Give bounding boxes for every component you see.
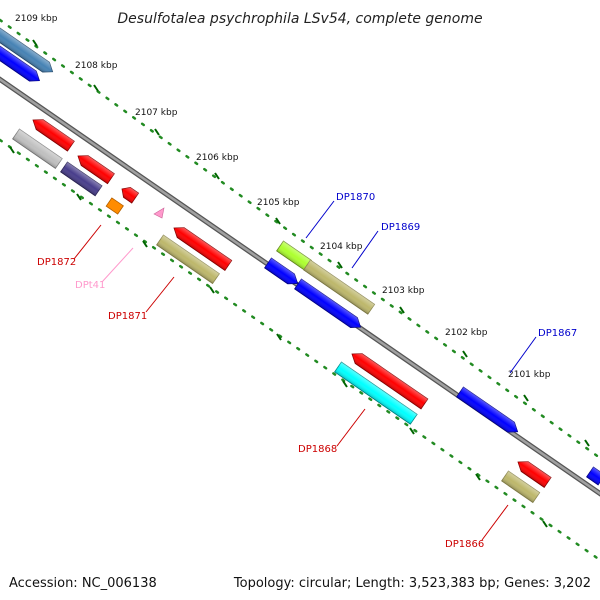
gene-arrow[interactable] (75, 151, 115, 185)
gene-arrow[interactable] (294, 278, 364, 332)
tick-label: 2106 kbp (196, 153, 239, 163)
outer-scale-ruler: 2109 kbp 2108 kbp 2107 kbp 2106 kbp 2105… (0, 14, 600, 460)
tick-mark (409, 427, 415, 435)
tick-label: 2105 kbp (257, 198, 300, 208)
gene-label-dpt41[interactable]: DPt41 (75, 280, 105, 291)
gene-label-dp1868[interactable]: DP1868 (298, 444, 337, 455)
tick-label: 2108 kbp (75, 61, 118, 71)
label-leaders (73, 200, 537, 541)
tick-mark (523, 394, 529, 402)
leader-line (351, 230, 379, 269)
tick-label: 2109 kbp (15, 14, 58, 24)
gene-arrow[interactable] (0, 26, 56, 77)
inner-scale-ruler (0, 138, 600, 562)
gene-arrow[interactable] (586, 466, 600, 486)
outer-dotted-track (0, 18, 600, 460)
genes-upper-strand (0, 26, 600, 486)
gene-arrow[interactable] (334, 361, 418, 425)
leader-line (481, 504, 509, 541)
gene-arrow[interactable] (119, 184, 140, 204)
leader-line (73, 224, 102, 260)
gene-arrow[interactable] (501, 470, 541, 504)
gene-label-dp1866[interactable]: DP1866 (445, 539, 484, 550)
gene-arrow[interactable] (456, 386, 521, 437)
tick-mark (142, 240, 148, 248)
tick-mark (214, 172, 220, 180)
tick-mark (9, 146, 15, 154)
leader-line (305, 200, 335, 239)
tick-label: 2102 kbp (445, 328, 488, 338)
gene-arrow[interactable] (12, 128, 63, 170)
tick-label: 2104 kbp (320, 242, 363, 252)
genes-lower-strand (12, 115, 552, 504)
tick-mark (275, 217, 281, 225)
inner-dotted-track (0, 138, 600, 562)
gene-labels: DP1870 DP1869 DP1867 DP1872 DPt41 DP1871… (37, 192, 577, 550)
tick-label: 2101 kbp (508, 370, 551, 380)
gene-label-dp1869[interactable]: DP1869 (381, 222, 420, 233)
tick-mark (276, 333, 282, 341)
gene-label-dp1867[interactable]: DP1867 (538, 328, 577, 339)
gene-arrow[interactable] (105, 197, 124, 215)
gene-arrow[interactable] (30, 115, 75, 152)
tick-mark (342, 380, 348, 388)
leader-line (145, 276, 175, 313)
accession-text: Accession: NC_006138 (9, 576, 157, 591)
leader-line (509, 336, 537, 374)
gene-arrow[interactable] (0, 44, 43, 86)
gene-label-dp1870[interactable]: DP1870 (336, 192, 375, 203)
gene-label-dp1872[interactable]: DP1872 (37, 257, 76, 268)
map-title: Desulfotalea psychrophila LSv54, complet… (117, 11, 482, 27)
ruler-ticks (32, 39, 590, 447)
tick-mark (93, 84, 99, 92)
gene-arrow[interactable] (264, 257, 301, 288)
tick-mark (584, 439, 590, 447)
tick-mark (154, 128, 160, 136)
trna-marker[interactable] (153, 207, 165, 219)
gene-arrow[interactable] (515, 457, 552, 488)
gene-arrow[interactable] (60, 161, 103, 197)
genome-summary-text: Topology: circular; Length: 3,523,383 bp… (233, 576, 591, 591)
tick-mark (462, 350, 468, 358)
tick-mark (76, 193, 82, 201)
tick-mark (32, 39, 38, 47)
gene-arrow[interactable] (156, 234, 220, 285)
leader-line (101, 247, 134, 283)
tick-mark (399, 306, 405, 314)
tick-mark (542, 520, 548, 528)
gene-arrow[interactable] (349, 349, 429, 410)
tick-label: 2107 kbp (135, 108, 178, 118)
tick-mark (337, 261, 343, 269)
gene-arrow[interactable] (171, 223, 233, 271)
gene-arrow[interactable] (303, 259, 376, 315)
leader-line (336, 408, 366, 447)
tick-mark (209, 286, 215, 294)
tick-label: 2103 kbp (382, 286, 425, 296)
tick-mark (475, 473, 481, 481)
gene-label-dp1871[interactable]: DP1871 (108, 311, 147, 322)
